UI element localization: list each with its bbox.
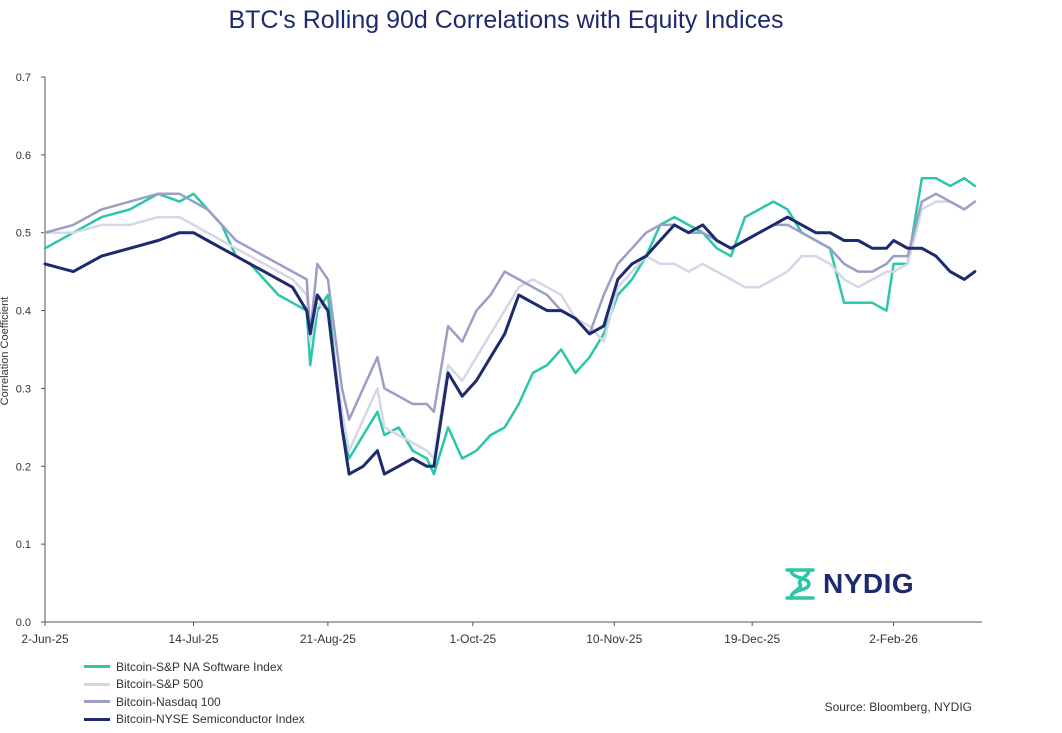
logo-text: NYDIG <box>823 568 915 599</box>
legend-item: Bitcoin-S&P 500 <box>84 676 305 694</box>
legend-item: Bitcoin-NYSE Semiconductor Index <box>84 711 305 729</box>
y-tick-label: 0.4 <box>16 306 31 318</box>
nydig-logo-icon <box>785 568 815 600</box>
y-tick-label: 0.5 <box>16 228 31 240</box>
legend-swatch <box>84 700 110 704</box>
legend-label: Bitcoin-S&P NA Software Index <box>116 659 283 674</box>
legend-item: Bitcoin-S&P NA Software Index <box>84 658 305 676</box>
legend-label: Bitcoin-NYSE Semiconductor Index <box>116 712 305 727</box>
series-line-software <box>43 176 977 476</box>
series-line-nasdaq100 <box>43 192 977 421</box>
y-tick-label: 0.6 <box>16 150 31 162</box>
x-tick-label: 2-Jun-25 <box>21 632 69 646</box>
legend-swatch <box>84 665 110 669</box>
x-tick-label: 14-Jul-25 <box>168 632 218 646</box>
x-tick-label: 2-Feb-26 <box>869 632 918 646</box>
x-tick-label: 19-Dec-25 <box>724 632 780 646</box>
y-tick-label: 0.3 <box>16 383 31 395</box>
legend-swatch <box>84 682 110 686</box>
nydig-logo: NYDIG <box>783 565 914 603</box>
series-line-semiconductor <box>43 215 977 476</box>
source-note: Source: Bloomberg, NYDIG <box>824 700 972 714</box>
legend-item: Bitcoin-Nasdaq 100 <box>84 693 305 711</box>
x-tick-label: 1-Oct-25 <box>449 632 496 646</box>
y-tick-label: 0.2 <box>16 461 31 473</box>
legend: Bitcoin-S&P NA Software Index Bitcoin-S&… <box>84 658 305 728</box>
y-tick-label: 0.1 <box>16 539 31 551</box>
chart-title: BTC's Rolling 90d Correlations with Equi… <box>228 6 784 34</box>
legend-label: Bitcoin-Nasdaq 100 <box>116 694 221 709</box>
y-tick-label: 0.0 <box>16 617 31 629</box>
x-tick-label: 21-Aug-25 <box>300 632 356 646</box>
y-tick-label: 0.7 <box>16 72 31 84</box>
legend-label: Bitcoin-S&P 500 <box>116 677 204 692</box>
x-tick-label: 10-Nov-25 <box>586 632 642 646</box>
legend-swatch <box>84 717 110 721</box>
